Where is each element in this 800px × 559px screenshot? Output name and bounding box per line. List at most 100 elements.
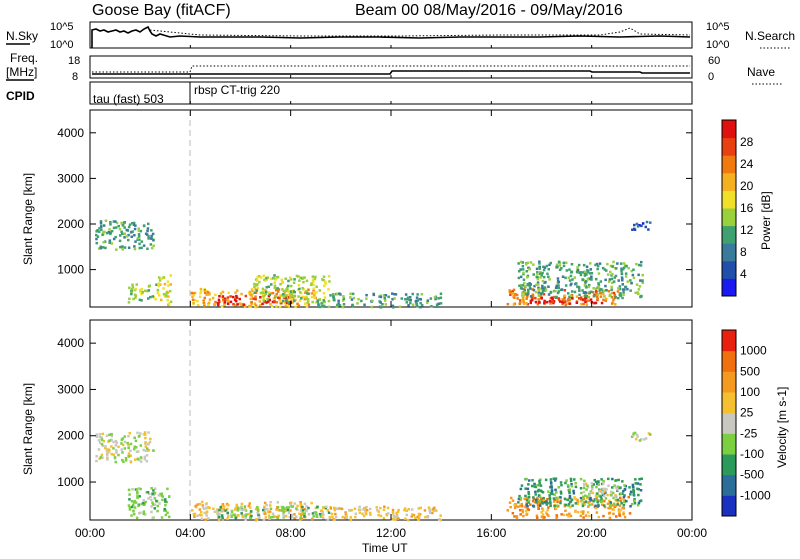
velocity-mark <box>630 435 634 438</box>
velocity-mark <box>576 510 580 514</box>
power-mark <box>610 288 613 291</box>
cpid-label: CPID <box>6 89 35 103</box>
power-mark <box>261 302 264 306</box>
velocity-mark <box>584 494 587 497</box>
power-colorbar-tick: 16 <box>740 201 754 215</box>
power-mark <box>135 283 138 286</box>
nave-trace <box>92 65 690 73</box>
power-mark <box>598 289 601 292</box>
power-mark <box>99 221 103 224</box>
power-mark <box>416 293 419 296</box>
power-mark <box>327 305 331 309</box>
velocity-mark <box>541 502 545 505</box>
velocity-mark <box>559 501 562 505</box>
velocity-mark <box>576 502 580 506</box>
power-mark <box>548 278 551 281</box>
power-mark <box>277 288 281 291</box>
power-mark <box>147 235 150 238</box>
power-mark <box>560 267 563 270</box>
velocity-mark <box>527 499 531 502</box>
power-mark <box>128 286 131 290</box>
power-mark <box>267 294 271 298</box>
power-mark <box>542 287 545 290</box>
velocity-mark <box>594 494 598 498</box>
power-mark <box>621 296 624 300</box>
power-mark <box>561 275 565 278</box>
velocity-mark <box>539 478 542 481</box>
velocity-mark <box>267 510 270 514</box>
velocity-mark <box>395 511 398 515</box>
velocity-mark <box>150 487 153 490</box>
velocity-mark <box>155 499 158 503</box>
velocity-mark <box>579 487 583 490</box>
power-mark <box>139 229 143 233</box>
velocity-mark <box>518 508 522 512</box>
power-mark <box>511 289 514 293</box>
power-mark <box>596 295 599 299</box>
power-mark <box>311 275 315 278</box>
velocity-mark <box>612 496 615 500</box>
velocity-mark <box>314 512 318 515</box>
velocity-mark <box>638 499 642 503</box>
velocity-mark <box>541 509 545 512</box>
power-mark <box>148 284 151 287</box>
power-mark <box>315 291 318 294</box>
velocity-mark <box>329 505 332 509</box>
power-mark <box>249 293 252 296</box>
velocity-mark <box>263 510 267 514</box>
power-mark <box>337 299 340 303</box>
velocity-mark <box>517 497 521 501</box>
velocity-mark <box>426 516 430 519</box>
velocity-colorbar-swatch <box>722 412 736 434</box>
power-mark <box>638 224 641 227</box>
power-mark <box>615 267 618 270</box>
velocity-mark <box>612 503 615 507</box>
power-mark <box>103 240 107 243</box>
power-mark <box>199 287 203 291</box>
power-mark <box>365 297 368 300</box>
power-mark <box>408 296 412 299</box>
freq-left-tick-top: 18 <box>68 55 80 67</box>
power-mark <box>541 284 544 288</box>
velocity-mark <box>510 496 513 500</box>
velocity-mark <box>404 517 407 520</box>
velocity-mark <box>114 444 118 447</box>
velocity-mark <box>300 517 304 520</box>
power-mark <box>587 295 591 299</box>
power-mark <box>313 296 316 299</box>
velocity-mark <box>608 504 612 507</box>
power-mark <box>203 296 206 300</box>
power-mark <box>597 272 601 275</box>
power-mark <box>538 290 541 293</box>
power-mark <box>167 284 170 287</box>
velocity-mark <box>568 496 572 500</box>
velocity-mark <box>596 500 599 503</box>
velocity-mark <box>574 502 578 505</box>
velocity-mark <box>221 509 224 512</box>
velocity-mark <box>571 504 574 507</box>
power-mark <box>307 292 311 295</box>
power-mark <box>255 289 259 292</box>
velocity-mark <box>95 455 98 458</box>
power-mark <box>191 298 195 301</box>
power-mark <box>162 276 165 279</box>
velocity-mark <box>637 493 640 497</box>
velocity-mark <box>539 504 542 507</box>
velocity-mark <box>326 518 329 522</box>
power-mark <box>289 278 293 281</box>
velocity-mark <box>256 508 260 511</box>
power-mark <box>281 299 285 303</box>
velocity-mark <box>147 492 151 495</box>
velocity-mark <box>299 501 302 504</box>
power-mark <box>430 305 433 308</box>
velocity-mark <box>282 510 286 514</box>
velocity-mark <box>151 503 155 506</box>
power-mark <box>259 296 262 299</box>
x-tick-label: 12:00 <box>376 526 406 540</box>
power-mark <box>400 297 403 300</box>
velocity-mark <box>417 507 420 510</box>
power-mark <box>266 276 270 279</box>
velocity-colorbar-tick: 500 <box>740 364 760 378</box>
power-mark <box>286 295 289 298</box>
velocity-mark <box>123 435 126 438</box>
